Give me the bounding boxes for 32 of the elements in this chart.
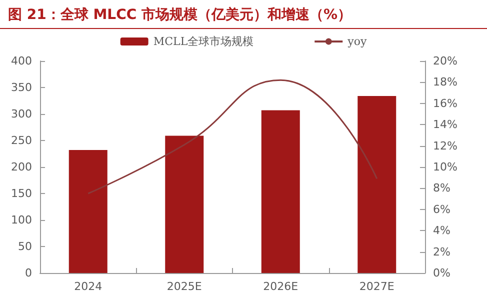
- y-tick-label: 250: [11, 134, 32, 147]
- y2-tick-label: 8%: [433, 182, 450, 195]
- y2-tick-label: 10%: [433, 160, 458, 174]
- legend-label: yoy: [346, 35, 368, 48]
- bar: [261, 110, 300, 273]
- y-tick-label: 200: [11, 160, 32, 174]
- bar: [68, 150, 108, 273]
- y2-tick-label: 14%: [433, 118, 458, 132]
- legend-label: MCLL全球市场规模: [153, 35, 254, 48]
- y2-tick-label: 16%: [433, 96, 458, 110]
- y2-tick-label: 6%: [433, 202, 450, 216]
- y2-tick-label: 20%: [433, 54, 458, 68]
- y-tick-label: 300: [11, 108, 32, 120]
- bar: [358, 96, 396, 273]
- chart-title: 图 21：全球 MLCC 市场规模（亿美元）和增速（%）: [0, 0, 487, 29]
- x-tick-label: 2025E: [166, 280, 202, 293]
- y-tick-label: 350: [11, 81, 32, 94]
- y2-tick-label: 12%: [433, 139, 458, 152]
- y2-tick-label: 2%: [433, 245, 450, 258]
- y-tick-label: 150: [11, 187, 32, 200]
- y2-tick-label: 18%: [433, 76, 458, 89]
- y2-tick-label: 0%: [433, 266, 450, 280]
- x-tick-label: 2027E: [359, 280, 394, 293]
- x-tick-label: 2026E: [263, 280, 298, 293]
- y-tick-label: 0: [25, 266, 32, 280]
- x-tick-label: 2024: [74, 280, 102, 293]
- line-series: [87, 79, 378, 194]
- y-tick-label: 100: [11, 214, 32, 226]
- y-tick-label: 400: [11, 54, 32, 68]
- y2-tick-label: 4%: [433, 224, 450, 238]
- bar: [165, 136, 204, 273]
- y-tick-label: 50: [18, 240, 32, 253]
